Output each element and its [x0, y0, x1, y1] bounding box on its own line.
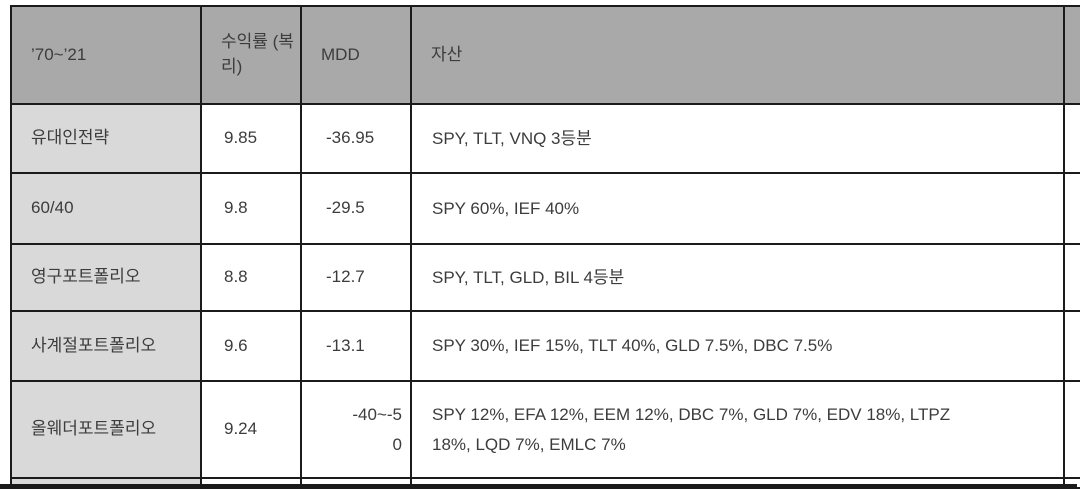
mdd-cell: -13.1: [300, 310, 412, 382]
clipped-cell: [1063, 243, 1080, 312]
cagr-cell: 9.6: [200, 310, 302, 382]
assets-cell: SPY 60%, IEF 40%: [410, 172, 1065, 245]
cagr-cell: 8.8: [200, 243, 302, 312]
clipped-cell: [1063, 380, 1080, 479]
mdd-cell: -36.95: [300, 103, 412, 174]
assets-cell: SPY 30%, IEF 15%, TLT 40%, GLD 7.5%, DBC…: [410, 310, 1065, 382]
table-header: ’70~’21 수익률 (복리) MDD 자산: [10, 5, 1080, 105]
cagr-cell: 9.85: [200, 103, 302, 174]
mdd-cell: -29.5: [300, 172, 412, 245]
row-name-cell: 유대인전략: [10, 103, 202, 174]
clipped-cell: [1063, 103, 1080, 174]
header-period: ’70~’21: [10, 5, 202, 105]
assets-cell: SPY, TLT, VNQ 3등분: [410, 103, 1065, 174]
header-return: 수익률 (복리): [200, 5, 302, 105]
header-assets: 자산: [410, 5, 1065, 105]
row-name-cell: 올웨더포트폴리오: [10, 380, 202, 479]
table-row: 유대인전략 9.85 -36.95 SPY, TLT, VNQ 3등분: [10, 103, 1080, 174]
header-row: ’70~’21 수익률 (복리) MDD 자산: [10, 5, 1080, 105]
mdd-cell: -40~-50: [300, 380, 412, 479]
header-clipped-cell: [1063, 5, 1080, 105]
bottom-crop-bar: [0, 484, 1077, 489]
table-row: 60/40 9.8 -29.5 SPY 60%, IEF 40%: [10, 172, 1080, 245]
row-name-cell: 영구포트폴리오: [10, 243, 202, 312]
table-row: 올웨더포트폴리오 9.24 -40~-50 SPY 12%, EFA 12%, EEM…: [10, 380, 1080, 479]
row-name-cell: 60/40: [10, 172, 202, 245]
assets-cell: SPY, TLT, GLD, BIL 4등분: [410, 243, 1065, 312]
assets-cell: SPY 12%, EFA 12%, EEM 12%, DBC 7%, GLD 7…: [410, 380, 1065, 479]
portfolio-comparison-table: ’70~’21 수익률 (복리) MDD 자산 유대인전략 9.85 -36.95 S…: [10, 5, 1080, 489]
header-mdd: MDD: [300, 5, 412, 105]
table-body: 유대인전략 9.85 -36.95 SPY, TLT, VNQ 3등분 60/40 9.8…: [10, 103, 1080, 489]
clipped-cell: [1063, 310, 1080, 382]
table-row: 사계절포트폴리오 9.6 -13.1 SPY 30%, IEF 15%, TLT 40…: [10, 310, 1080, 382]
row-name-cell: 사계절포트폴리오: [10, 310, 202, 382]
clipped-cell: [1063, 172, 1080, 245]
cagr-cell: 9.8: [200, 172, 302, 245]
cagr-cell: 9.24: [200, 380, 302, 479]
mdd-cell: -12.7: [300, 243, 412, 312]
table-row: 영구포트폴리오 8.8 -12.7 SPY, TLT, GLD, BIL 4등분: [10, 243, 1080, 312]
